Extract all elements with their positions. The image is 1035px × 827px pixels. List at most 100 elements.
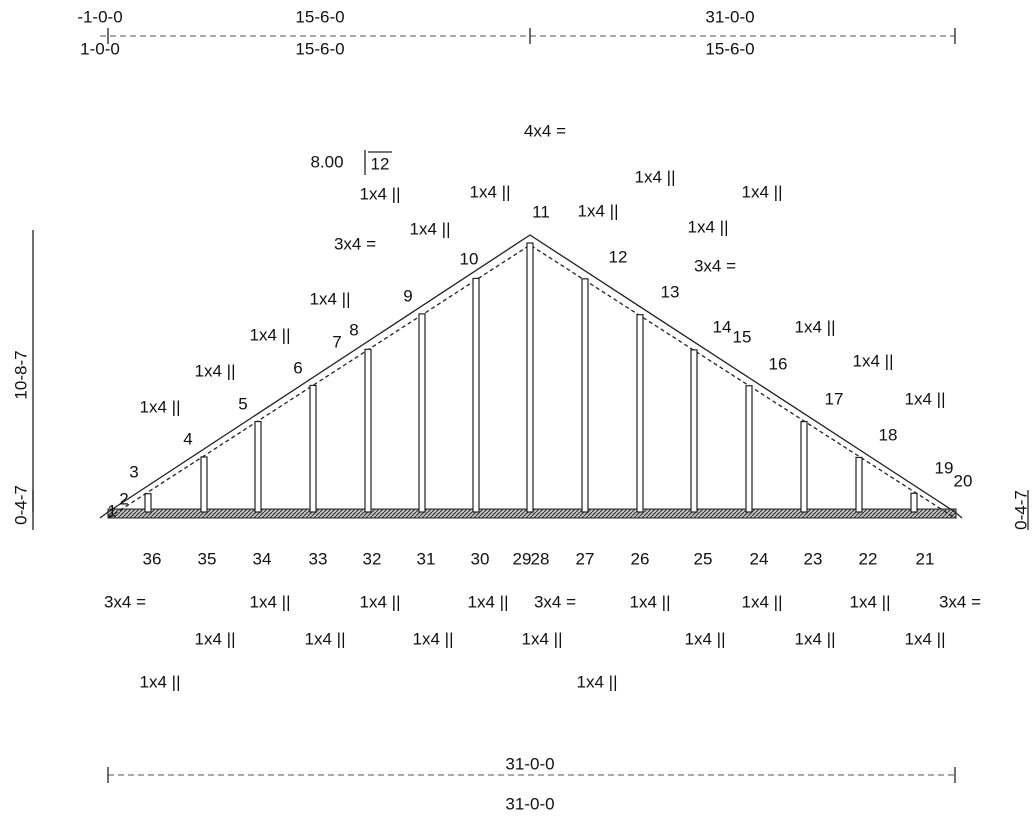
plate-label: 1x4 || (795, 317, 836, 336)
plate-label: 1x4 || (685, 629, 726, 648)
joint-number: 27 (576, 549, 595, 568)
plate-label: 1x4 || (413, 629, 454, 648)
joint-number: 11 (532, 202, 550, 221)
joint-number: 14 (713, 317, 732, 336)
plate-label: 3x4 = (694, 256, 736, 275)
pitch-rise: 8.00 (310, 152, 343, 171)
plate-label: 1x4 || (853, 351, 894, 370)
plate-label: 4x4 = (524, 121, 566, 140)
plate-label: 3x4 = (104, 592, 146, 611)
joint-number: 35 (198, 549, 217, 568)
pitch-run: 12 (371, 154, 390, 173)
plate-label: 1x4 || (310, 289, 351, 308)
web-vertical (745, 385, 753, 513)
web-vertical (472, 277, 480, 513)
plate-label: 1x4 || (468, 592, 509, 611)
joint-number: 26 (631, 549, 650, 568)
web-vertical (418, 313, 426, 513)
plate-label: 1x4 || (305, 629, 346, 648)
plate-label: 1x4 || (470, 182, 511, 201)
dimension-label: 10-8-7 (11, 350, 30, 399)
joint-number: 13 (661, 282, 680, 301)
dimension-label: 15-6-0 (295, 39, 344, 58)
joint-number: 9 (403, 286, 412, 305)
joint-number: 16 (769, 354, 788, 373)
joint-number: 23 (804, 549, 823, 568)
plate-label: 3x4 = (334, 234, 376, 253)
dimension-label: 1-0-0 (80, 39, 120, 58)
dimension-label: -1-0-0 (77, 7, 122, 26)
web-vertical (200, 456, 208, 513)
joint-number: 15 (733, 327, 752, 346)
joint-number: 8 (349, 320, 358, 339)
plate-label: 1x4 || (630, 592, 671, 611)
joint-number: 22 (859, 549, 878, 568)
joint-number: 20 (954, 471, 973, 490)
dimension-label: 0-4-7 (1011, 490, 1030, 530)
web-vertical (526, 242, 534, 513)
web-vertical (690, 349, 698, 513)
plate-label: 1x4 || (905, 389, 946, 408)
plate-label: 1x4 || (360, 184, 401, 203)
web-vertical (855, 456, 863, 513)
joint-number: 28 (531, 549, 550, 568)
plate-label: 1x4 || (905, 629, 946, 648)
plate-label: 1x4 || (850, 592, 891, 611)
dimension-label: 31-0-0 (705, 7, 754, 26)
plate-label: 1x4 || (360, 592, 401, 611)
top-chord (99, 234, 963, 519)
dimension-label: 15-6-0 (295, 7, 344, 26)
plate-label: 3x4 = (939, 592, 981, 611)
dimension-label: 31-0-0 (505, 794, 554, 813)
joint-number: 32 (363, 549, 382, 568)
plate-label: 1x4 || (250, 592, 291, 611)
joint-number: 1 (107, 501, 116, 520)
plate-label: 1x4 || (742, 182, 783, 201)
plate-label: 1x4 || (578, 201, 619, 220)
joint-number: 10 (460, 249, 479, 268)
dimension-label: 0-4-7 (11, 485, 30, 525)
joint-number: 36 (143, 549, 162, 568)
plate-label: 1x4 || (250, 325, 291, 344)
web-vertical (910, 492, 918, 513)
joint-number: 7 (332, 332, 341, 351)
joint-number: 24 (750, 549, 769, 568)
joint-number: 6 (293, 358, 302, 377)
joint-number: 2 (119, 489, 128, 508)
joint-number: 33 (309, 549, 328, 568)
web-vertical (144, 493, 152, 513)
joint-number: 4 (183, 429, 192, 448)
plate-label: 1x4 || (635, 167, 676, 186)
plate-label: 1x4 || (742, 592, 783, 611)
joint-number: 17 (825, 389, 844, 408)
plate-label: 1x4 || (795, 629, 836, 648)
web-vertical (800, 420, 808, 513)
plate-label: 1x4 || (410, 219, 451, 238)
web-vertical (581, 278, 589, 513)
web-vertical (636, 314, 644, 513)
joint-number: 29 (513, 549, 532, 568)
web-vertical (254, 420, 262, 513)
joint-number: 12 (609, 247, 628, 266)
web-vertical (309, 384, 317, 513)
dimension-label: 31-0-0 (505, 754, 554, 773)
plate-label: 1x4 || (522, 629, 563, 648)
joint-number: 21 (916, 549, 935, 568)
plate-label: 3x4 = (534, 592, 576, 611)
plate-label: 1x4 || (195, 361, 236, 380)
joint-number: 3 (129, 462, 138, 481)
joint-number: 5 (238, 394, 247, 413)
plate-label: 1x4 || (195, 629, 236, 648)
joint-number: 18 (879, 425, 898, 444)
joint-number: 25 (694, 549, 713, 568)
joint-number: 19 (935, 458, 954, 477)
dimension-label: 15-6-0 (705, 39, 754, 58)
joint-number: 34 (253, 549, 272, 568)
plate-label: 1x4 || (577, 672, 618, 691)
plate-label: 1x4 || (688, 217, 729, 236)
joint-number: 31 (417, 549, 436, 568)
joint-number: 30 (471, 549, 490, 568)
web-vertical (364, 348, 372, 513)
